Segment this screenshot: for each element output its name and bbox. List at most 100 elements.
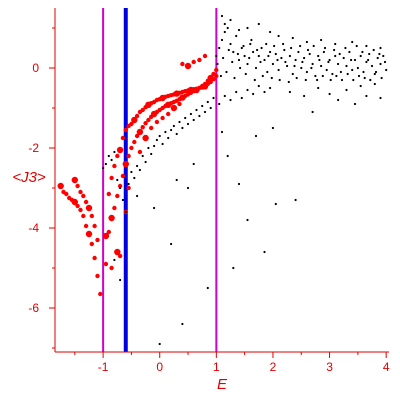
data-point xyxy=(244,72,247,76)
data-point xyxy=(274,202,277,206)
data-point xyxy=(192,118,195,122)
data-point xyxy=(329,78,332,82)
data-point xyxy=(164,130,167,134)
data-point xyxy=(317,86,320,90)
data-point xyxy=(246,88,249,92)
data-point xyxy=(181,322,184,326)
data-point xyxy=(81,193,86,199)
data-point xyxy=(134,133,140,139)
data-point xyxy=(71,198,79,206)
data-point xyxy=(170,104,178,112)
data-point xyxy=(102,166,105,170)
data-point xyxy=(293,64,296,68)
data-point xyxy=(83,199,89,205)
data-point xyxy=(274,52,277,56)
data-point xyxy=(291,36,294,40)
data-point xyxy=(295,76,298,80)
data-point xyxy=(290,46,293,50)
data-point xyxy=(328,92,331,96)
data-point xyxy=(320,38,323,42)
data-point xyxy=(119,278,122,282)
data-point xyxy=(236,52,239,56)
data-point xyxy=(334,42,337,46)
y-tick-label: 0 xyxy=(32,61,39,75)
data-point xyxy=(374,70,378,74)
data-point xyxy=(294,58,297,62)
data-point xyxy=(184,116,187,120)
data-point xyxy=(109,175,114,181)
data-point xyxy=(270,76,273,80)
data-point xyxy=(104,162,107,166)
data-point xyxy=(95,273,100,279)
data-point xyxy=(368,52,371,56)
x-tick-label: -1 xyxy=(98,360,109,374)
data-point xyxy=(124,210,127,214)
data-point xyxy=(78,189,83,195)
y-axis-title: <J3> xyxy=(12,169,46,186)
data-point xyxy=(144,160,147,164)
data-point xyxy=(310,66,313,70)
data-point xyxy=(229,18,232,22)
data-point xyxy=(246,26,249,30)
data-point xyxy=(177,101,182,107)
data-point xyxy=(323,46,327,50)
data-point xyxy=(113,150,116,154)
data-point xyxy=(246,62,249,66)
data-point xyxy=(186,122,190,126)
data-point xyxy=(102,232,110,240)
data-point xyxy=(136,164,139,168)
data-point xyxy=(136,194,139,198)
data-point xyxy=(345,64,348,68)
data-point xyxy=(303,56,306,60)
data-point xyxy=(359,84,362,88)
data-point xyxy=(189,112,192,116)
data-point xyxy=(134,113,140,119)
axis-ticks: -1 0 1 2 3 4 0 -2 -4 -6 xyxy=(28,27,390,374)
data-point xyxy=(220,14,224,18)
data-point xyxy=(85,204,93,212)
data-point xyxy=(370,64,374,68)
data-point xyxy=(362,70,365,74)
data-point xyxy=(317,54,320,58)
data-point xyxy=(89,241,95,247)
data-point xyxy=(361,50,364,54)
data-point xyxy=(237,58,241,62)
data-point xyxy=(195,108,198,112)
data-point xyxy=(240,96,243,100)
data-point xyxy=(294,198,297,202)
data-point xyxy=(335,74,338,78)
data-point xyxy=(340,78,344,82)
data-point xyxy=(242,44,245,48)
data-point xyxy=(299,44,302,48)
data-point xyxy=(130,170,133,174)
data-point xyxy=(316,78,319,82)
data-point xyxy=(322,50,325,54)
data-point xyxy=(160,115,165,121)
data-point xyxy=(334,54,337,58)
data-point xyxy=(137,149,143,155)
data-point xyxy=(308,52,311,56)
data-point xyxy=(305,70,308,74)
data-point xyxy=(320,64,323,68)
data-point xyxy=(201,104,204,108)
data-point xyxy=(351,68,354,72)
data-point xyxy=(357,74,361,78)
data-point xyxy=(265,42,268,46)
data-point xyxy=(372,48,375,52)
data-point xyxy=(191,59,196,65)
data-point xyxy=(216,62,219,66)
data-point xyxy=(150,152,153,156)
data-point xyxy=(356,66,359,70)
data-point xyxy=(235,34,238,38)
data-point xyxy=(259,60,262,64)
data-point xyxy=(263,58,266,62)
data-point xyxy=(108,214,115,222)
data-point xyxy=(218,102,221,106)
data-point xyxy=(225,70,228,74)
data-point xyxy=(138,168,141,172)
data-point xyxy=(363,76,366,80)
data-point xyxy=(170,242,173,246)
data-point xyxy=(212,96,215,100)
data-point xyxy=(269,86,272,90)
data-point xyxy=(186,186,190,190)
